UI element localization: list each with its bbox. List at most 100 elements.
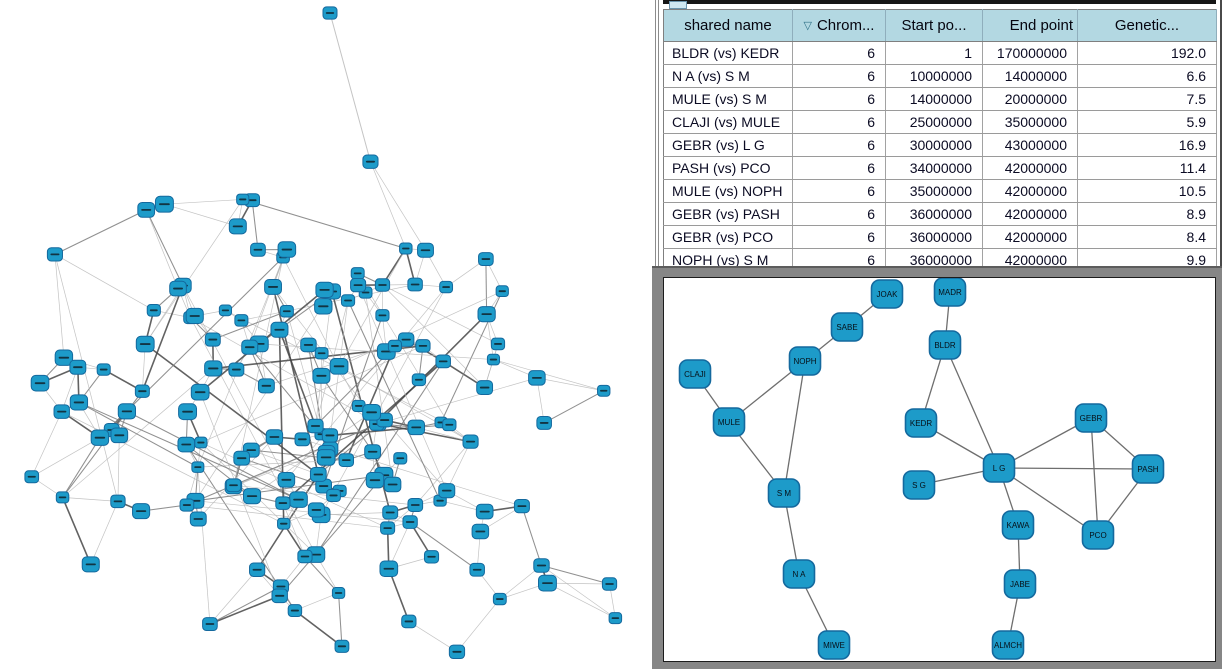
table-cell[interactable]: N A (vs) S M (663, 64, 793, 88)
overview-node[interactable] (495, 285, 509, 298)
overview-node[interactable] (350, 267, 365, 280)
detail-network-canvas[interactable]: JOAK MADR SABE BLDR NOPH CLAJI GEBR MULE KEDR L G… (664, 278, 1215, 661)
network-node-jabe[interactable]: JABE (1003, 569, 1037, 599)
column-header-shared-name[interactable]: shared name (663, 9, 793, 42)
table-cell[interactable]: GEBR (vs) PASH (663, 202, 793, 226)
table-cell[interactable]: MULE (vs) S M (663, 87, 793, 111)
overview-node[interactable] (471, 523, 490, 540)
overview-node[interactable] (178, 403, 198, 421)
overview-node[interactable] (490, 337, 506, 351)
node-shape[interactable] (928, 330, 962, 360)
overview-network-canvas[interactable] (0, 0, 652, 669)
table-cell[interactable]: 6.6 (1077, 64, 1217, 88)
table-cell[interactable]: MULE (vs) NOPH (663, 179, 793, 203)
table-cell[interactable]: 6 (792, 110, 886, 134)
overview-node[interactable] (137, 201, 156, 218)
overview-node[interactable] (399, 242, 413, 255)
overview-node[interactable] (309, 467, 327, 482)
overview-node[interactable] (234, 314, 249, 327)
overview-node[interactable] (271, 588, 288, 604)
network-edge-bldr-l-g[interactable] (944, 344, 1000, 469)
table-cell[interactable]: 6 (792, 225, 886, 249)
network-node-s-g[interactable]: S G (902, 470, 936, 500)
overview-node[interactable] (538, 574, 557, 592)
overview-network-panel[interactable] (0, 0, 652, 669)
network-node-gebr[interactable]: GEBR (1074, 403, 1108, 433)
table-cell[interactable]: 6 (792, 202, 886, 226)
overview-node[interactable] (81, 556, 100, 573)
table-row[interactable]: GEBR (vs) PASH 6 36000000 42000000 8.9 (663, 202, 1217, 226)
network-node-almch[interactable]: ALMCH (991, 630, 1025, 660)
overview-node[interactable] (225, 478, 242, 493)
overview-node[interactable] (329, 358, 349, 375)
overview-node[interactable] (110, 427, 129, 444)
table-cell[interactable]: 25000000 (885, 110, 983, 134)
table-row[interactable]: CLAJI (vs) MULE 6 25000000 35000000 5.9 (663, 110, 1217, 134)
table-cell[interactable]: GEBR (vs) L G (663, 133, 793, 157)
node-shape[interactable] (991, 630, 1025, 660)
overview-node[interactable] (277, 517, 291, 530)
node-shape[interactable] (982, 453, 1016, 483)
network-node-pash[interactable]: PASH (1131, 454, 1165, 484)
network-edge-l-g-pco[interactable] (998, 467, 1099, 536)
overview-node[interactable] (533, 558, 550, 573)
table-row[interactable]: N A (vs) S M 6 10000000 14000000 6.6 (663, 64, 1217, 88)
table-cell[interactable]: 6 (792, 64, 886, 88)
overview-node[interactable] (270, 321, 289, 338)
table-cell[interactable]: 6 (792, 41, 886, 65)
overview-node[interactable] (132, 503, 151, 520)
table-cell[interactable]: 16.9 (1077, 133, 1217, 157)
overview-node[interactable] (69, 394, 89, 411)
network-node-mule[interactable]: MULE (712, 407, 746, 437)
table-cell[interactable]: 6 (792, 179, 886, 203)
table-row[interactable]: PASH (vs) PCO 6 34000000 42000000 11.4 (663, 156, 1217, 180)
overview-node[interactable] (191, 461, 205, 473)
column-header-chrom-[interactable]: ▽ Chrom... (792, 9, 886, 42)
column-header-start-po-[interactable]: Start po... (885, 9, 983, 42)
table-cell[interactable]: 8.9 (1077, 202, 1217, 226)
overview-node[interactable] (477, 306, 496, 323)
network-node-kedr[interactable]: KEDR (904, 408, 938, 438)
network-node-kawa[interactable]: KAWA (1001, 510, 1035, 540)
column-header-genetic-[interactable]: Genetic... (1077, 9, 1217, 42)
node-shape[interactable] (830, 312, 864, 342)
node-shape[interactable] (1131, 454, 1165, 484)
overview-node[interactable] (597, 384, 611, 397)
table-cell[interactable]: 35000000 (885, 179, 983, 203)
overview-node[interactable] (307, 502, 325, 518)
overview-node[interactable] (287, 604, 303, 617)
overview-node[interactable] (407, 277, 423, 292)
overview-node[interactable] (442, 418, 457, 432)
network-edge-gebr-pco[interactable] (1090, 417, 1099, 536)
overview-node[interactable] (423, 550, 440, 564)
node-shape[interactable] (712, 407, 746, 437)
overview-node[interactable] (177, 436, 196, 453)
overview-node[interactable] (448, 644, 466, 660)
network-node-n-a[interactable]: N A (782, 559, 816, 589)
overview-node[interactable] (249, 562, 266, 577)
panel-splitter[interactable] (652, 0, 663, 266)
overview-node[interactable] (242, 488, 262, 505)
node-shape[interactable] (678, 359, 712, 389)
overview-node[interactable] (462, 434, 479, 449)
network-node-madr[interactable]: MADR (933, 278, 967, 307)
node-shape[interactable] (1074, 403, 1108, 433)
network-node-claji[interactable]: CLAJI (678, 359, 712, 389)
overview-node[interactable] (185, 307, 204, 325)
overview-node[interactable] (275, 496, 291, 510)
overview-node[interactable] (338, 453, 355, 468)
table-cell[interactable]: PASH (vs) PCO (663, 156, 793, 180)
overview-node[interactable] (277, 241, 297, 258)
overview-node[interactable] (194, 436, 208, 449)
overview-node[interactable] (486, 353, 501, 366)
table-cell[interactable]: 11.4 (1077, 156, 1217, 180)
overview-node[interactable] (110, 494, 126, 509)
table-cell[interactable]: 1 (885, 41, 983, 65)
table-cell[interactable]: 36000000 (885, 225, 983, 249)
table-cell[interactable]: 14000000 (885, 87, 983, 111)
overview-node[interactable] (469, 562, 485, 577)
table-cell[interactable]: 36000000 (885, 202, 983, 226)
overview-node[interactable] (478, 252, 494, 266)
overview-node[interactable] (241, 339, 259, 355)
network-node-miwe[interactable]: MIWE (817, 630, 851, 660)
